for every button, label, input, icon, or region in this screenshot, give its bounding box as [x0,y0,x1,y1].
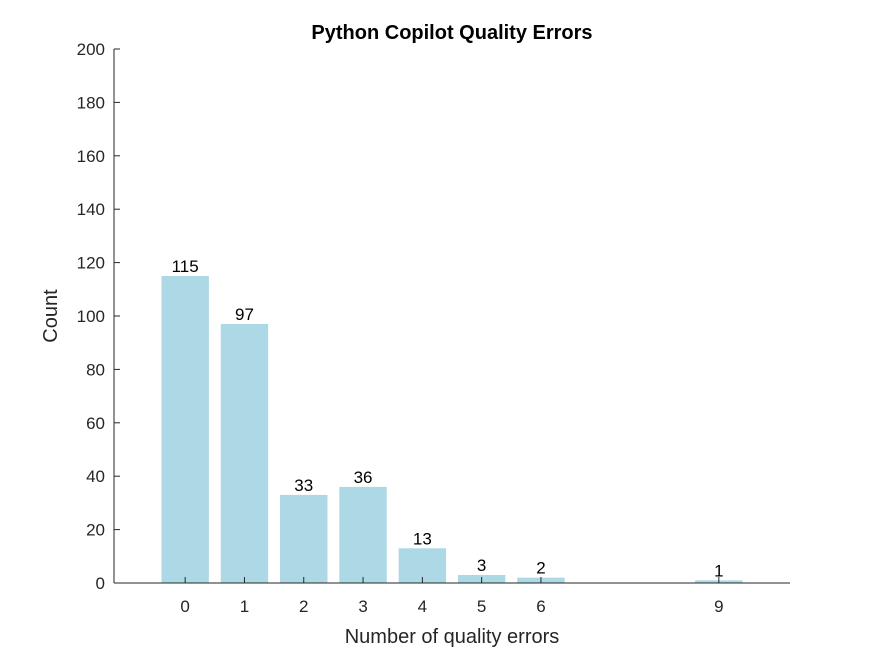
data-label-1: 97 [235,305,254,324]
y-tick-label-160: 160 [77,147,105,166]
data-label-2: 33 [294,476,313,495]
x-axis-label: Number of quality errors [345,626,560,648]
y-tick-label-20: 20 [86,521,105,540]
y-tick-label-140: 140 [77,200,105,219]
chart-title: Python Copilot Quality Errors [311,22,592,44]
x-tick-label-9: 9 [714,597,723,616]
bar-0 [161,275,209,583]
data-label-4: 13 [413,529,432,548]
x-tick-label-5: 5 [477,597,486,616]
x-tick-label-6: 6 [536,597,545,616]
x-tick-label-4: 4 [418,597,427,616]
data-labels-group: 115 97 33 36 13 3 2 1 [172,257,724,580]
x-axis-ticks: 0 1 2 3 4 5 6 9 [180,577,724,616]
y-tick-label-200: 200 [77,40,105,59]
x-tick-label-2: 2 [299,597,308,616]
y-axis-label: Count [40,289,62,343]
data-label-6: 2 [536,559,545,578]
y-tick-label-60: 60 [86,414,105,433]
y-tick-label-40: 40 [86,467,105,486]
y-tick-label-180: 180 [77,93,105,112]
y-tick-label-100: 100 [77,307,105,326]
x-tick-label-3: 3 [358,597,367,616]
x-tick-label-1: 1 [240,597,249,616]
bar-3 [339,486,387,583]
y-tick-label-0: 0 [96,574,105,593]
data-label-5: 3 [477,556,486,575]
data-label-0: 115 [172,257,199,276]
bar-1 [220,324,269,583]
y-tick-label-80: 80 [86,360,105,379]
bars-group [161,275,743,583]
bar-2 [280,494,328,583]
x-tick-label-0: 0 [180,597,189,616]
y-tick-label-120: 120 [77,254,105,273]
data-label-3: 36 [354,468,373,487]
y-axis-ticks: 0 20 40 60 80 100 120 140 160 180 200 [77,40,120,593]
data-label-9: 1 [714,561,723,580]
